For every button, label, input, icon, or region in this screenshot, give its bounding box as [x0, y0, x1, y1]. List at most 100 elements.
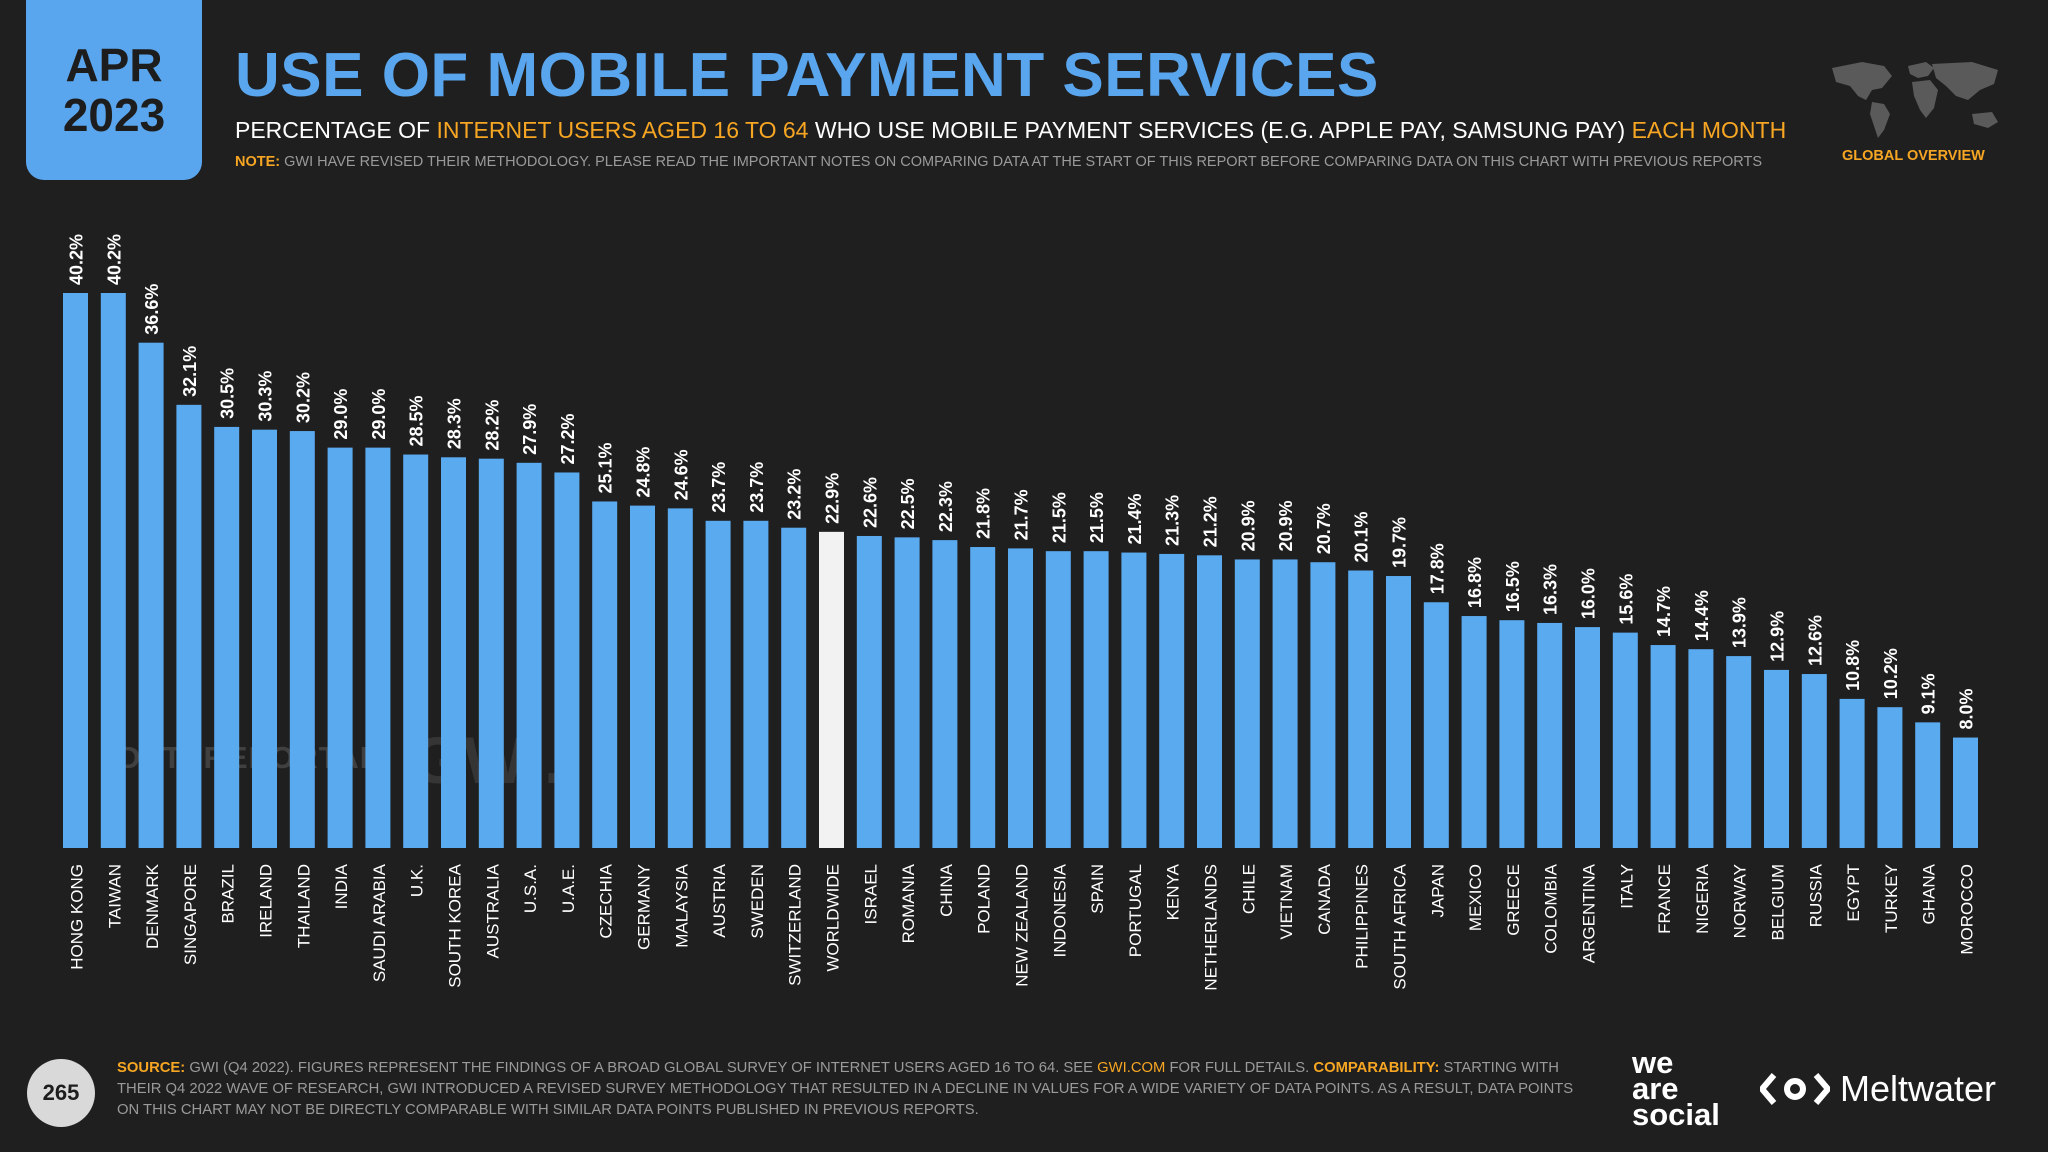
category-label: SINGAPORE — [181, 864, 200, 965]
bar-turkey — [1877, 707, 1903, 848]
value-label: 27.9% — [520, 404, 540, 455]
source-footnote: SOURCE: GWI (Q4 2022). FIGURES REPRESENT… — [117, 1058, 1587, 1121]
category-label: ARGENTINA — [1580, 863, 1599, 963]
category-label: PORTUGAL — [1126, 864, 1145, 957]
bar-hong-kong — [63, 293, 88, 848]
category-label: RUSSIA — [1806, 863, 1825, 927]
category-label: GERMANY — [635, 864, 654, 950]
value-label: 21.2% — [1201, 496, 1221, 547]
bar-germany — [630, 505, 655, 848]
page-title: USE OF MOBILE PAYMENT SERVICES — [235, 41, 1379, 110]
methodology-note: NOTE: GWI HAVE REVISED THEIR METHODOLOGY… — [235, 154, 1762, 170]
bar-ghana — [1915, 722, 1941, 848]
bar-morocco — [1953, 737, 1978, 848]
category-label: TURKEY — [1882, 864, 1901, 933]
value-label: 14.7% — [1654, 586, 1674, 637]
bar-israel — [856, 535, 882, 848]
value-label: 23.7% — [747, 462, 767, 513]
bar-spain — [1083, 551, 1109, 848]
bar-u-k- — [403, 454, 429, 848]
bar-india — [327, 447, 353, 848]
bar-nigeria — [1688, 649, 1714, 848]
value-label: 12.9% — [1768, 611, 1788, 662]
value-label: 14.4% — [1692, 590, 1712, 641]
bar-portugal — [1121, 552, 1147, 848]
bar-indonesia — [1045, 551, 1071, 848]
value-label: 21.5% — [1087, 492, 1107, 543]
category-label: SWEDEN — [748, 864, 767, 939]
value-label: 20.9% — [1238, 500, 1258, 551]
bar-canada — [1310, 562, 1336, 848]
subtitle-highlight-1: INTERNET USERS AGED 16 TO 64 — [436, 117, 809, 143]
value-label: 15.6% — [1616, 574, 1636, 625]
bar-norway — [1726, 656, 1752, 848]
category-label: INDIA — [332, 863, 351, 909]
category-label: BRAZIL — [219, 864, 238, 924]
note-text: GWI HAVE REVISED THEIR METHODOLOGY. PLEA… — [280, 154, 1763, 170]
chart-subtitle: PERCENTAGE OF INTERNET USERS AGED 16 TO … — [235, 117, 1786, 144]
value-label: 20.9% — [1276, 500, 1296, 551]
value-label: 21.3% — [1163, 495, 1183, 546]
category-label: MOROCCO — [1958, 864, 1977, 955]
bar-switzerland — [781, 527, 807, 848]
bar-italy — [1612, 632, 1638, 848]
value-label: 40.2% — [104, 234, 124, 285]
category-label: BELGIUM — [1769, 864, 1788, 941]
category-label: EGYPT — [1844, 864, 1863, 922]
bar-ireland — [252, 429, 277, 848]
bar-singapore — [176, 404, 202, 848]
category-label: SOUTH AFRICA — [1391, 863, 1410, 989]
value-label: 24.6% — [671, 449, 691, 500]
logo-line-1: we — [1632, 1045, 1674, 1080]
meltwater-logo: Meltwater — [1760, 1068, 1996, 1110]
source-text: GWI (Q4 2022). FIGURES REPRESENT THE FIN… — [185, 1060, 1098, 1076]
category-label: GREECE — [1504, 864, 1523, 936]
logo-line-2: are — [1632, 1071, 1679, 1106]
bar-taiwan — [100, 293, 126, 848]
bar-china — [932, 540, 958, 848]
value-label: 12.6% — [1805, 615, 1825, 666]
category-label: NEW ZEALAND — [1013, 864, 1032, 987]
category-label: ISRAEL — [861, 864, 880, 924]
bar-netherlands — [1197, 555, 1222, 848]
category-label: CHINA — [937, 863, 956, 917]
value-label: 25.1% — [596, 442, 616, 493]
category-label: JAPAN — [1428, 864, 1447, 918]
value-label: 21.5% — [1049, 492, 1069, 543]
category-label: AUSTRIA — [710, 863, 729, 937]
category-label: SAUDI ARABIA — [370, 863, 389, 982]
category-label: CHILE — [1239, 864, 1258, 914]
bar-poland — [970, 547, 996, 848]
value-label: 8.0% — [1957, 689, 1977, 730]
category-label: KENYA — [1164, 863, 1183, 920]
value-label: 16.8% — [1465, 557, 1485, 608]
source-link[interactable]: GWI.COM — [1097, 1060, 1166, 1076]
category-label: COLOMBIA — [1542, 863, 1561, 953]
category-label: MEXICO — [1466, 864, 1485, 931]
bar-south-korea — [441, 457, 466, 848]
date-badge: APR 2023 — [26, 0, 202, 180]
logo-line-3: social — [1632, 1097, 1720, 1132]
category-label: FRANCE — [1655, 864, 1674, 934]
date-month: APR — [65, 39, 163, 91]
source-text-2: FOR FULL DETAILS. — [1165, 1060, 1314, 1076]
value-label: 20.7% — [1314, 503, 1334, 554]
bar-colombia — [1537, 622, 1563, 848]
bar-kenya — [1159, 553, 1185, 848]
bar-chile — [1234, 559, 1260, 848]
bar-thailand — [289, 431, 315, 848]
bar-australia — [478, 458, 504, 848]
bar-worldwide — [819, 531, 844, 848]
category-label: MALAYSIA — [672, 863, 691, 947]
category-label: HONG KONG — [68, 864, 87, 970]
category-label: SWITZERLAND — [786, 864, 805, 986]
value-label: 19.7% — [1390, 517, 1410, 568]
value-label: 13.9% — [1730, 597, 1750, 648]
category-label: TAIWAN — [105, 864, 124, 928]
bar-czechia — [592, 501, 618, 848]
value-label: 17.8% — [1427, 543, 1447, 594]
bar-belgium — [1764, 669, 1789, 848]
category-label: CANADA — [1315, 863, 1334, 935]
category-label: SPAIN — [1088, 864, 1107, 914]
